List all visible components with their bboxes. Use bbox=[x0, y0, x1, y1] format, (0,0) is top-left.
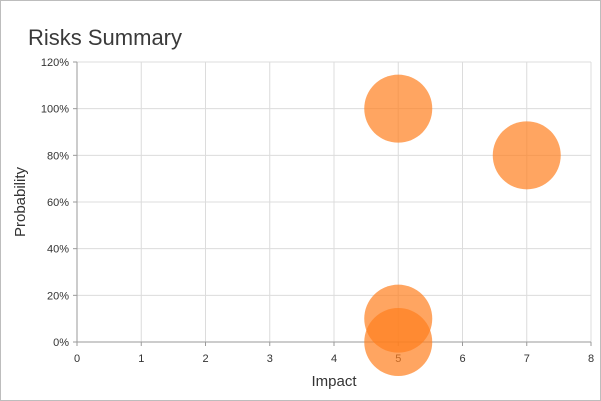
x-tick-label: 8 bbox=[588, 353, 594, 365]
y-tick-label: 80% bbox=[47, 150, 69, 162]
y-tick-label: 60% bbox=[47, 197, 69, 209]
bubble-point[interactable] bbox=[364, 308, 433, 376]
chart-title: Risks Summary bbox=[28, 25, 183, 50]
x-axis-title: Impact bbox=[311, 373, 357, 390]
y-axis-title: Probability bbox=[12, 166, 29, 237]
bubble-point[interactable] bbox=[492, 121, 561, 190]
x-tick-label: 1 bbox=[138, 353, 144, 365]
y-tick-label: 100% bbox=[41, 104, 69, 116]
x-tick-label: 3 bbox=[267, 353, 273, 365]
bubble-point[interactable] bbox=[364, 74, 433, 143]
x-tick-label: 0 bbox=[74, 353, 80, 365]
x-tick-label: 7 bbox=[524, 353, 530, 365]
y-tick-label: 0% bbox=[53, 337, 69, 349]
y-tick-label: 120% bbox=[41, 57, 69, 69]
x-tick-label: 2 bbox=[202, 353, 208, 365]
x-tick-label: 6 bbox=[459, 353, 465, 365]
y-tick-label: 40% bbox=[47, 244, 69, 256]
x-tick-label: 4 bbox=[331, 353, 337, 365]
y-tick-label: 20% bbox=[47, 290, 69, 302]
